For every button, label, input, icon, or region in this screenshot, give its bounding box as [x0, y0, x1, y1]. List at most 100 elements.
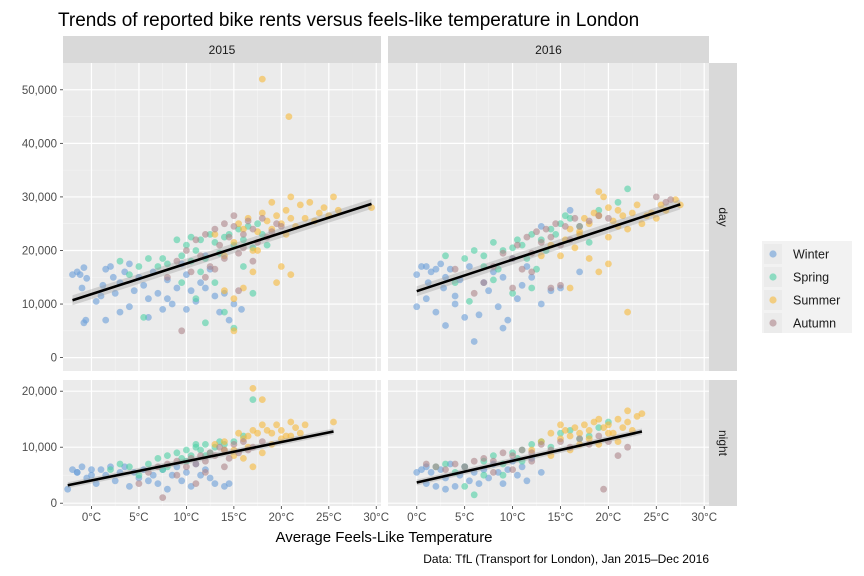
- data-point-summer: [287, 418, 295, 426]
- data-point-autumn: [235, 287, 243, 295]
- data-point-winter: [442, 273, 449, 281]
- x-tick-label: 30°C: [363, 512, 389, 524]
- data-point-summer: [240, 455, 247, 462]
- data-point-winter: [197, 279, 205, 286]
- data-point-winter: [566, 206, 574, 214]
- data-point-autumn: [576, 435, 583, 443]
- data-point-autumn: [451, 265, 459, 273]
- data-point-summer: [230, 239, 238, 246]
- data-point-spring: [164, 452, 171, 459]
- data-point-winter: [451, 292, 459, 300]
- data-point-summer: [566, 432, 574, 440]
- data-point-winter: [437, 260, 445, 268]
- data-point-autumn: [202, 457, 209, 465]
- facet-panels: 2015 2016 day night 0 10,000 20,000 30,000 40,00…: [22, 36, 737, 524]
- data-point-summer: [624, 418, 631, 426]
- data-point-autumn: [235, 249, 243, 257]
- data-point-spring: [211, 279, 219, 286]
- data-point-summer: [235, 429, 243, 437]
- data-point-winter: [164, 485, 171, 493]
- data-point-winter: [168, 300, 176, 308]
- data-point-winter: [494, 303, 502, 311]
- data-point-autumn: [509, 284, 516, 292]
- data-point-summer: [537, 252, 545, 260]
- data-point-winter: [154, 480, 162, 487]
- data-point-winter: [225, 480, 233, 487]
- data-point-autumn: [499, 249, 507, 257]
- data-point-summer: [605, 429, 612, 437]
- data-point-spring: [192, 247, 200, 254]
- data-point-autumn: [595, 432, 603, 440]
- data-point-autumn: [432, 463, 440, 471]
- data-point-winter: [514, 295, 521, 303]
- data-point-summer: [277, 263, 285, 270]
- data-point-winter: [116, 308, 124, 316]
- data-point-winter: [125, 303, 133, 311]
- data-point-winter: [130, 287, 138, 295]
- data-point-summer: [285, 113, 293, 120]
- data-point-winter: [202, 284, 209, 292]
- data-point-summer: [254, 247, 261, 254]
- data-point-winter: [475, 311, 483, 319]
- data-point-winter: [440, 284, 447, 292]
- data-point-winter: [173, 463, 181, 471]
- data-point-winter: [83, 274, 91, 282]
- y-tick-label: 0: [51, 498, 57, 510]
- x-tick-label: 5°C: [129, 512, 148, 524]
- data-point-winter: [576, 268, 583, 276]
- data-point-spring: [178, 279, 186, 286]
- data-point-winter: [446, 265, 454, 273]
- data-point-summer: [249, 463, 257, 471]
- data-point-autumn: [178, 327, 186, 335]
- data-point-autumn: [523, 233, 531, 241]
- data-point-spring: [173, 236, 181, 244]
- data-point-spring: [490, 452, 497, 459]
- data-point-winter: [69, 271, 76, 278]
- data-point-autumn: [576, 223, 583, 230]
- data-point-summer: [561, 427, 569, 434]
- data-point-spring: [528, 284, 536, 292]
- legend-key-winter: [769, 250, 777, 258]
- data-point-summer: [624, 308, 631, 316]
- data-point-spring: [154, 455, 162, 462]
- legend-key-summer: [769, 296, 777, 304]
- data-point-summer: [287, 271, 295, 278]
- data-point-spring: [547, 225, 555, 233]
- data-point-winter: [173, 284, 181, 292]
- data-point-spring: [451, 279, 459, 286]
- data-point-autumn: [159, 494, 167, 501]
- data-point-summer: [624, 225, 631, 233]
- data-point-winter: [466, 263, 473, 270]
- data-point-winter: [145, 314, 152, 321]
- data-point-spring: [154, 263, 162, 270]
- data-point-autumn: [187, 268, 195, 276]
- data-point-summer: [614, 438, 622, 445]
- data-point-spring: [192, 295, 200, 303]
- data-point-winter: [168, 471, 176, 479]
- data-point-winter: [432, 308, 440, 316]
- data-point-spring: [221, 308, 228, 316]
- data-point-summer: [633, 201, 641, 209]
- data-point-spring: [145, 255, 152, 262]
- data-point-spring: [197, 236, 205, 244]
- data-point-spring: [595, 424, 603, 431]
- data-point-winter: [528, 273, 536, 281]
- data-point-summer: [585, 435, 593, 443]
- data-point-spring: [159, 255, 167, 262]
- data-point-spring: [480, 471, 488, 479]
- data-point-summer: [638, 410, 646, 417]
- data-point-winter: [537, 300, 545, 308]
- data-point-winter: [424, 279, 432, 286]
- x-tick-label: 20°C: [596, 512, 622, 524]
- trend-line: [416, 430, 643, 484]
- data-point-autumn: [518, 265, 526, 273]
- data-point-winter: [413, 303, 421, 311]
- data-point-summer: [315, 209, 323, 217]
- data-point-winter: [422, 263, 430, 270]
- data-point-winter: [125, 260, 133, 268]
- panel-2016-night: [388, 380, 709, 506]
- x-tick-label: 5°C: [455, 512, 474, 524]
- data-point-autumn: [547, 233, 555, 241]
- data-point-spring: [125, 271, 133, 278]
- data-point-autumn: [230, 441, 238, 448]
